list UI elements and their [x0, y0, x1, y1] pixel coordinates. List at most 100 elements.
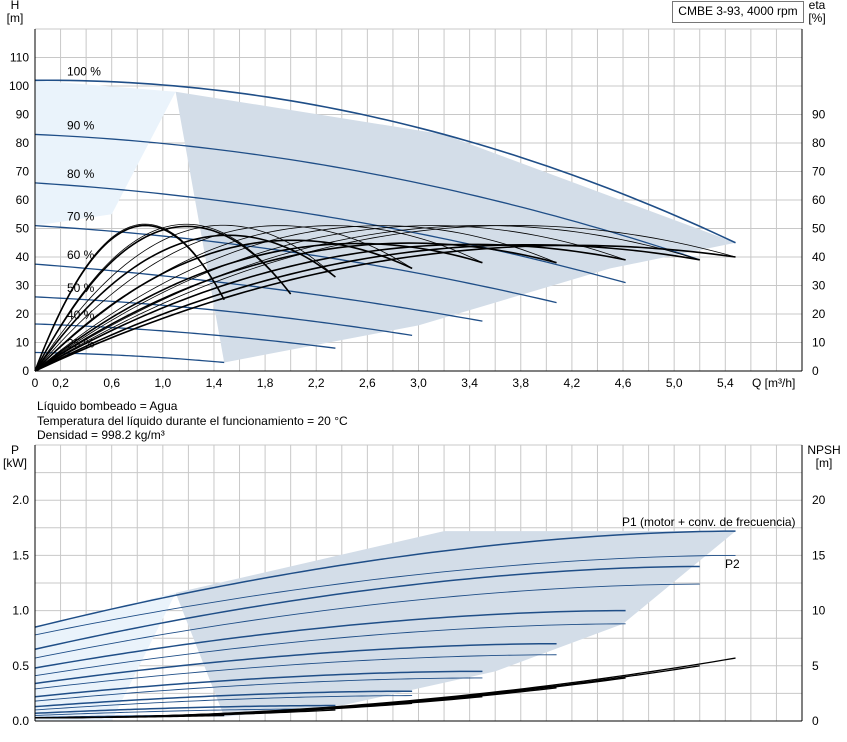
y-tick-label-left: 2.0 — [12, 493, 29, 507]
y-tick-label-left: 60 — [16, 193, 30, 207]
power-curve — [34, 677, 483, 702]
speed-label: 70 % — [67, 210, 95, 224]
speed-label: 100 % — [67, 64, 101, 78]
x-tick-label: 0,2 — [52, 376, 69, 390]
y-tick-label-left: 110 — [10, 51, 29, 65]
head-curve — [34, 79, 736, 244]
y-tick-label-right: 20 — [812, 307, 826, 321]
x-tick-label: 1,0 — [154, 376, 171, 390]
x-tick-label: 3,4 — [461, 376, 478, 390]
y-tick-label-right: 30 — [812, 279, 826, 293]
y-tick-label-left: 10 — [16, 336, 30, 350]
efficiency-curve-total — [34, 224, 225, 372]
x-tick-label: 1,8 — [257, 376, 274, 390]
power-curve — [34, 690, 413, 708]
power-curve — [34, 583, 700, 659]
efficiency-curve — [34, 225, 483, 372]
y-tick-label-left: 30 — [16, 279, 30, 293]
power-curve — [34, 654, 557, 690]
y-unit-right-1: [%] — [808, 11, 825, 25]
y-tick-label-right: 20 — [812, 493, 826, 507]
x-tick-label: 4,6 — [615, 376, 632, 390]
y-tick-label-left: 100 — [9, 79, 29, 93]
efficiency-curve — [34, 225, 626, 372]
y-unit-left-0: P — [11, 443, 19, 457]
y-unit-left-1: [kW] — [3, 456, 27, 470]
y-unit-right-0: eta — [809, 0, 826, 12]
power-curve — [34, 642, 557, 685]
power-curve — [34, 554, 736, 636]
speed-label: 50 % — [67, 281, 95, 295]
npsh-curve — [34, 714, 225, 719]
head-curve — [34, 263, 483, 322]
y-tick-label-left: 50 — [16, 222, 30, 236]
head-curve — [34, 133, 700, 261]
y-tick-label-left: 40 — [16, 250, 30, 264]
head-chart: 100 %90 %80 %70 %60 %50 %40 %25 %0102030… — [7, 0, 826, 390]
x-tick-label: 5,0 — [666, 376, 683, 390]
power-curve — [34, 623, 626, 677]
power-curve — [34, 565, 700, 650]
x-tick-label: 0 — [32, 376, 39, 390]
efficiency-curve — [34, 225, 413, 372]
efficiency-curve-total — [34, 244, 736, 372]
speed-label: 80 % — [67, 167, 95, 181]
power-curve — [34, 695, 413, 711]
x-tick-label: 5,4 — [717, 376, 734, 390]
y-tick-label-left: 90 — [16, 108, 30, 122]
y-tick-label-right: 15 — [812, 548, 826, 562]
y-tick-label-right: 10 — [812, 336, 826, 350]
info-line-density: Densidad = 998.2 kg/m³ — [37, 428, 165, 442]
series-label-p2: P2 — [725, 557, 740, 571]
y-unit-right-0: NPSH — [807, 443, 840, 457]
power-curve — [34, 530, 736, 628]
y-unit-left-0: H — [11, 0, 20, 12]
y-tick-label-right: 90 — [812, 108, 826, 122]
y-tick-label-right: 10 — [812, 604, 826, 618]
x-tick-label: 1,4 — [206, 376, 223, 390]
y-tick-label-right: 80 — [812, 136, 826, 150]
y-tick-label-right: 50 — [812, 222, 826, 236]
operating-area — [175, 91, 736, 363]
light-operating-region — [35, 80, 176, 226]
x-tick-label: 3,8 — [512, 376, 529, 390]
y-tick-label-right: 70 — [812, 165, 826, 179]
model-label: CMBE 3-93, 4000 rpm — [672, 1, 804, 23]
y-tick-label-left: 1.5 — [12, 548, 29, 562]
efficiency-curve — [34, 225, 557, 372]
efficiency-curve-total — [34, 243, 700, 372]
y-unit-right-1: [m] — [816, 456, 833, 470]
efficiency-curve — [34, 225, 736, 372]
y-tick-label-right: 0 — [812, 714, 819, 728]
y-tick-label-right: 5 — [812, 659, 819, 673]
power-curve — [34, 708, 336, 716]
power-curve — [34, 609, 626, 669]
y-unit-left-1: [m] — [7, 11, 24, 25]
head-curve — [34, 182, 626, 284]
power-chart: 0.0 0.5 1.0 1.5 2.0 0 5 10 15 20 P[kW] NPSH[m] P1 (m… — [3, 443, 841, 728]
y-tick-label-right: 60 — [812, 193, 826, 207]
efficiency-curve — [34, 225, 700, 372]
efficiency-curve-total — [34, 225, 292, 372]
x-tick-label: 2,6 — [359, 376, 376, 390]
y-tick-label-left: 0.5 — [12, 659, 29, 673]
y-tick-label-left: 70 — [16, 165, 30, 179]
speed-label: 90 % — [67, 118, 95, 132]
info-line-liquid: Líquido bombeado = Agua — [37, 399, 178, 413]
info-line-temperature: Temperatura del líquido durante el funci… — [37, 413, 348, 428]
power-curve — [34, 704, 336, 715]
y-tick-label-right: 40 — [812, 250, 826, 264]
head-curve — [34, 296, 413, 337]
efficiency-curve-total — [34, 234, 336, 372]
series-label-p1: P1 (motor + conv. de frecuencia) — [622, 515, 796, 529]
x-tick-label: 2,2 — [308, 376, 325, 390]
pumped-liquid-info: Líquido bombeado = Agua Temperatura del … — [37, 399, 348, 443]
y-tick-label-left: 0 — [22, 364, 29, 378]
x-tick-label: 0,6 — [103, 376, 120, 390]
power-curve — [34, 670, 483, 698]
speed-label: 60 % — [67, 248, 95, 262]
x-tick-label: 4,2 — [564, 376, 581, 390]
y-tick-label-right: 0 — [812, 364, 819, 378]
x-unit: Q [m³/h] — [752, 376, 795, 390]
